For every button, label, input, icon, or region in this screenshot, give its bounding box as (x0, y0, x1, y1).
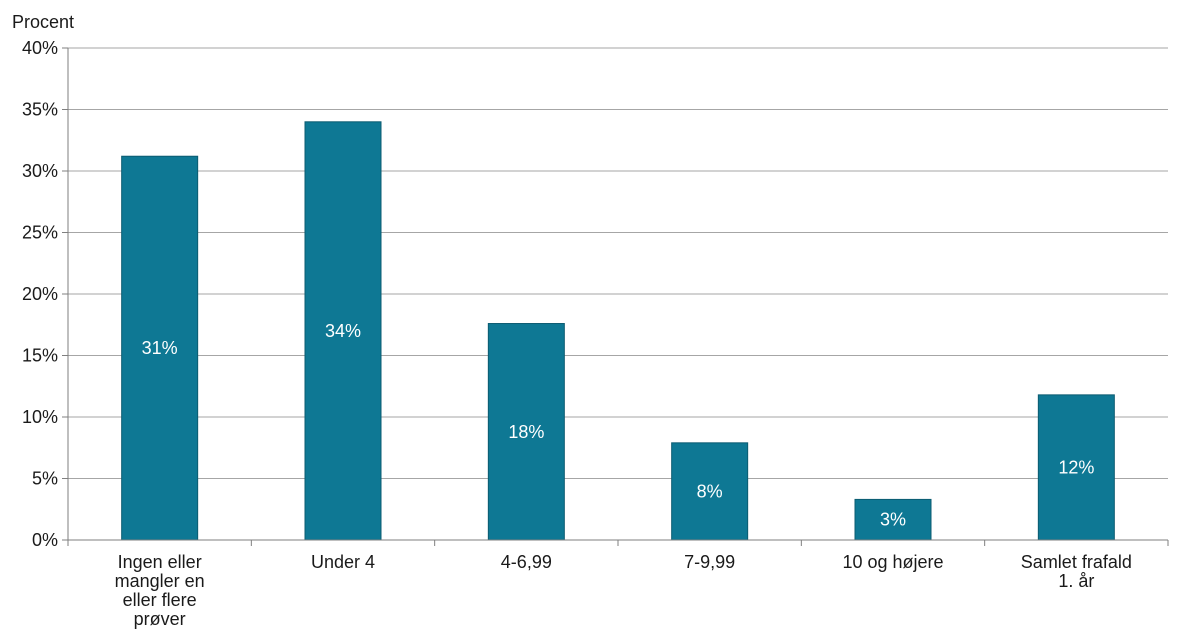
data-label: 3% (880, 510, 906, 530)
data-label: 12% (1058, 457, 1094, 477)
x-tick-label: 7-9,99 (684, 552, 735, 572)
data-label: 18% (508, 422, 544, 442)
y-tick-label: 0% (32, 530, 58, 550)
y-tick-label: 40% (22, 38, 58, 58)
x-axis-labels: Ingen eller mangler en eller flere prøver Un… (115, 552, 1132, 629)
x-tick-label: 4-6,99 (501, 552, 552, 572)
y-tick-label: 25% (22, 223, 58, 243)
data-label: 31% (142, 338, 178, 358)
y-tick-label: 15% (22, 346, 58, 366)
bar (854, 498, 932, 541)
bar (1037, 394, 1115, 541)
x-axis (67, 48, 1169, 546)
y-axis-label: Procent (12, 12, 74, 32)
y-tick-label: 20% (22, 284, 58, 304)
x-tick-label: 10 og højere (842, 552, 943, 572)
bar (304, 121, 382, 541)
x-tick-label: Samlet frafald 1. år (1021, 552, 1132, 591)
y-axis-ticks: 0% 5% 10% 15% 20% 25% 30% 35% 40% (22, 38, 68, 550)
gridlines (68, 47, 1168, 479)
x-tick-label: Ingen eller mangler en eller flere prøver (115, 552, 205, 629)
data-label: 8% (697, 481, 723, 501)
bars: 31% 34% 18% 8% 3% 12% (121, 121, 1115, 541)
y-tick-label: 35% (22, 100, 58, 120)
bar (121, 155, 199, 541)
y-tick-label: 30% (22, 161, 58, 181)
x-tick-label: Under 4 (311, 552, 375, 572)
y-tick-label: 10% (22, 407, 58, 427)
y-tick-label: 5% (32, 469, 58, 489)
data-label: 34% (325, 321, 361, 341)
bar (671, 442, 749, 541)
bar (487, 323, 565, 541)
